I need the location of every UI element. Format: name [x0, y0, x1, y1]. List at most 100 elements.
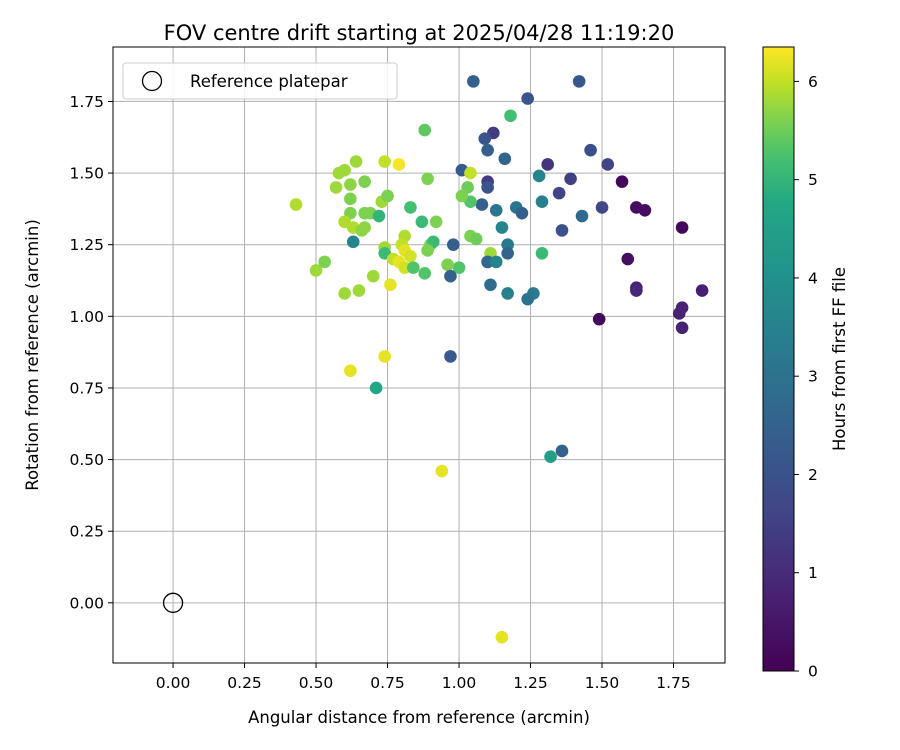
y-tick-label: 0.25: [69, 523, 104, 541]
data-point: [358, 175, 371, 188]
data-point: [358, 221, 371, 234]
data-point: [481, 181, 494, 194]
data-point: [515, 206, 529, 220]
colorbar-gradient: [762, 46, 795, 672]
data-point: [489, 255, 503, 269]
data-point: [415, 215, 429, 229]
data-point: [421, 172, 434, 186]
data-point: [615, 175, 629, 188]
y-tick-label: 1.50: [69, 165, 104, 183]
x-tick-label: 1.25: [513, 674, 548, 692]
data-point: [532, 169, 546, 183]
data-point: [352, 284, 366, 297]
y-tick-label: 1.75: [69, 93, 104, 111]
data-point: [378, 155, 391, 168]
data-point: [501, 246, 514, 260]
data-point: [575, 209, 589, 223]
data-point: [535, 195, 549, 209]
data-point: [366, 269, 380, 283]
colorbar-ticks: 0 1 2 3 4 5 6: [794, 73, 818, 681]
x-tick-label: 0.00: [156, 674, 191, 692]
y-tick-label: 1.00: [69, 308, 104, 326]
data-points: [162, 75, 709, 644]
colorbar-tick-label: 0: [808, 663, 818, 681]
colorbar-label: Hours from first FF file: [830, 267, 849, 451]
data-point: [475, 198, 489, 211]
data-point: [489, 204, 503, 217]
data-point: [329, 181, 343, 194]
x-axis-label: Angular distance from reference (arcmin): [248, 708, 590, 727]
data-point: [484, 278, 497, 292]
data-point: [444, 350, 457, 363]
data-point: [521, 292, 534, 306]
data-point: [555, 224, 569, 237]
data-point: [384, 278, 397, 292]
data-point: [318, 255, 331, 269]
colorbar-tick-label: 2: [808, 466, 818, 484]
x-axis-ticks: 0.00 0.25 0.50 0.75 1.00 1.25 1.50 1.75: [156, 663, 691, 692]
data-point: [621, 252, 635, 266]
data-point: [672, 307, 686, 320]
data-point: [421, 244, 434, 257]
data-point: [381, 189, 394, 203]
data-point: [464, 166, 477, 180]
data-point: [481, 143, 494, 157]
data-point: [630, 284, 643, 297]
data-point: [572, 75, 586, 88]
data-point: [418, 267, 432, 280]
colorbar-tick-label: 1: [808, 564, 818, 582]
data-point: [392, 158, 406, 171]
data-point: [501, 287, 514, 300]
data-point: [467, 75, 480, 88]
data-point: [372, 209, 386, 223]
data-point: [346, 235, 360, 249]
data-point: [541, 158, 554, 171]
reference-platepar-marker: [162, 592, 184, 613]
colorbar: 0 1 2 3 4 5 6 Hours from first FF file: [762, 46, 849, 681]
legend-box: [122, 62, 398, 100]
data-point: [309, 264, 323, 277]
data-point: [406, 261, 420, 274]
y-tick-label: 1.25: [69, 236, 104, 254]
data-point: [455, 189, 469, 203]
data-point: [418, 123, 432, 137]
data-point: [544, 450, 557, 464]
data-point: [564, 172, 577, 186]
y-tick-label: 0.00: [69, 594, 104, 612]
data-point: [495, 630, 509, 644]
data-point: [555, 444, 569, 458]
x-tick-label: 0.50: [299, 674, 334, 692]
y-tick-label: 0.50: [69, 451, 104, 469]
legend-entry-reference: Reference platepar: [190, 72, 348, 91]
data-point: [675, 321, 689, 335]
data-point: [444, 269, 457, 283]
data-point: [675, 221, 689, 234]
data-point: [552, 186, 566, 200]
data-point: [369, 381, 383, 395]
y-axis-ticks: 0.00 0.25 0.50 0.75 1.00 1.25 1.50 1.75: [69, 93, 113, 612]
x-tick-label: 0.75: [370, 674, 405, 692]
data-point: [498, 152, 512, 166]
data-point: [429, 215, 443, 229]
y-axis-label: Rotation from reference (arcmin): [23, 219, 42, 491]
data-point: [404, 201, 417, 214]
x-tick-label: 1.50: [585, 674, 620, 692]
data-point: [595, 201, 609, 214]
data-point: [289, 198, 303, 211]
data-point: [344, 192, 357, 206]
data-point: [344, 178, 357, 191]
plot-frame: [112, 46, 726, 664]
data-point: [521, 92, 534, 105]
data-point: [695, 284, 709, 297]
chart-title: FOV centre drift starting at 2025/04/28 …: [164, 21, 675, 45]
data-point: [452, 261, 466, 274]
y-tick-label: 0.75: [69, 379, 104, 397]
legend-marker-icon: [141, 70, 163, 92]
colorbar-tick-label: 4: [808, 269, 818, 287]
data-point: [469, 232, 483, 246]
data-point: [378, 350, 391, 363]
data-point: [638, 204, 652, 217]
colorbar-tick-label: 6: [808, 73, 818, 91]
